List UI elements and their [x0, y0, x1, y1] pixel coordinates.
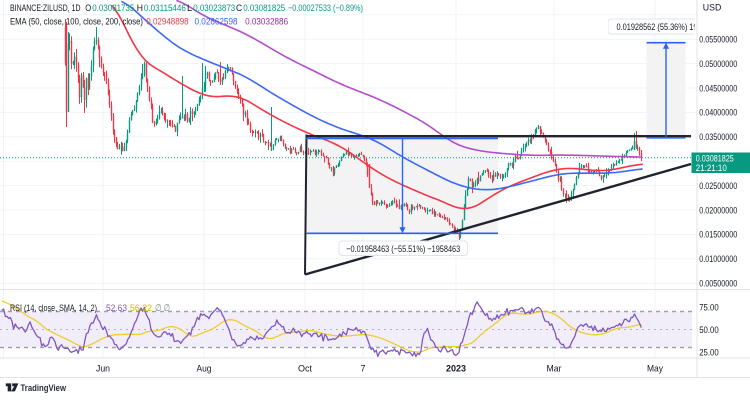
svg-text:0.02500000: 0.02500000	[699, 181, 737, 192]
svg-text:0.03081735: 0.03081735	[92, 2, 134, 13]
svg-text:0.01000000: 0.01000000	[699, 254, 737, 265]
svg-text:0.01500000: 0.01500000	[699, 230, 737, 241]
svg-text:Mar: Mar	[547, 364, 562, 375]
svg-text:2023: 2023	[446, 364, 466, 375]
svg-text:RSI (14, close, SMA, 14, 2): RSI (14, close, SMA, 14, 2)	[10, 302, 97, 313]
svg-text:0.02000000: 0.02000000	[699, 205, 737, 216]
svg-text:C: C	[236, 2, 242, 13]
svg-text:−0.01958463 (−55.51%) −1958463: −0.01958463 (−55.51%) −1958463	[346, 244, 460, 255]
svg-text:USD: USD	[703, 3, 722, 14]
svg-text:Oct: Oct	[298, 364, 312, 375]
svg-text:TradingView: TradingView	[21, 383, 67, 394]
svg-text:0.04000000: 0.04000000	[699, 108, 737, 119]
svg-text:0.03023873: 0.03023873	[193, 2, 235, 13]
svg-text:H: H	[137, 2, 143, 13]
svg-text:7: 7	[361, 364, 366, 375]
svg-text:0.04500000: 0.04500000	[699, 83, 737, 94]
svg-text:0.03032886: 0.03032886	[245, 16, 288, 27]
svg-text:0.02862598: 0.02862598	[195, 16, 238, 27]
svg-text:BINANCE:ZILUSD, 1D: BINANCE:ZILUSD, 1D	[10, 2, 81, 13]
svg-text:0.05000000: 0.05000000	[699, 59, 737, 70]
svg-text:∅ ∅: ∅ ∅	[155, 302, 170, 313]
svg-text:75.00: 75.00	[699, 302, 719, 313]
svg-text:0.03115446: 0.03115446	[144, 2, 186, 13]
svg-text:O: O	[85, 2, 91, 13]
svg-text:Aug: Aug	[197, 364, 212, 375]
svg-text:21:21:10: 21:21:10	[696, 163, 727, 174]
svg-text:0.05500000: 0.05500000	[699, 35, 737, 46]
svg-text:0.00500000: 0.00500000	[699, 279, 737, 290]
svg-text:0.03081825: 0.03081825	[243, 2, 285, 13]
svg-text:52.63: 52.63	[106, 302, 127, 313]
svg-text:0.03081825: 0.03081825	[696, 153, 734, 164]
svg-text:25.00: 25.00	[699, 347, 719, 358]
svg-text:EMA (50, close, 100, close, 20: EMA (50, close, 100, close, 200, close)	[10, 16, 143, 27]
svg-text:Jun: Jun	[96, 364, 110, 375]
svg-text:56.22: 56.22	[130, 302, 152, 313]
svg-text:0.02948898: 0.02948898	[146, 16, 188, 27]
svg-text:−0.00027533 (−0.89%): −0.00027533 (−0.89%)	[288, 2, 363, 13]
svg-text:50.00: 50.00	[699, 325, 719, 336]
svg-text:May: May	[647, 364, 663, 375]
svg-text:0.03500000: 0.03500000	[699, 132, 737, 143]
svg-text:L: L	[187, 2, 192, 13]
svg-text:0.01928562 (55.36%) 19: 0.01928562 (55.36%) 19	[617, 22, 698, 33]
